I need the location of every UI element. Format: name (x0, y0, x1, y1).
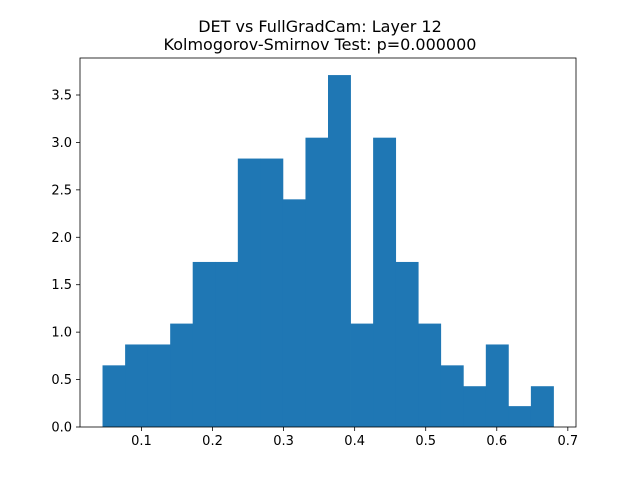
histogram-bar-10 (305, 137, 329, 427)
bars-layer (102, 75, 554, 428)
chart-subtitle: Kolmogorov-Smirnov Test: p=0.000000 (164, 35, 477, 54)
y-tick-label: 1.0 (51, 326, 72, 341)
histogram-bar-14 (395, 261, 419, 427)
y-tick-label: 2.5 (51, 183, 72, 198)
histogram-bar-5 (192, 261, 216, 427)
histogram-bar-17 (463, 386, 487, 427)
x-tick-label: 0.1 (131, 434, 152, 449)
histogram-bar-18 (485, 344, 509, 427)
x-tick-label: 0.7 (557, 434, 578, 449)
x-tick-label: 0.6 (486, 434, 507, 449)
y-tick-label: 1.5 (51, 278, 72, 293)
histogram-bar-2 (125, 344, 149, 427)
histogram-bar-20 (530, 386, 554, 427)
histogram-bar-12 (350, 323, 374, 427)
histogram-bar-9 (282, 199, 306, 427)
y-tick-label: 0.5 (51, 373, 72, 388)
histogram-bar-8 (260, 158, 284, 428)
y-tick-label: 2.0 (51, 231, 72, 246)
histogram-bar-13 (373, 137, 397, 427)
histogram-bar-7 (237, 158, 261, 428)
y-tick-label: 3.0 (51, 136, 72, 151)
histogram-bar-16 (440, 365, 464, 427)
chart-title: DET vs FullGradCam: Layer 12 (198, 17, 442, 36)
axes-layer: 0.1 0.2 0.3 0.4 0.5 0.6 0.7 0.0 0.5 1.0 1.5 2.0 2.5 3… (51, 57, 578, 449)
y-tick-label: 3.5 (51, 88, 72, 103)
x-tick-label: 0.4 (344, 434, 365, 449)
histogram-bar-6 (215, 261, 239, 427)
histogram-bar-15 (418, 323, 442, 427)
histogram-bar-4 (170, 323, 194, 427)
x-tick-label: 0.3 (273, 434, 294, 449)
x-tick-label: 0.2 (202, 434, 223, 449)
x-tick-label: 0.5 (415, 434, 436, 449)
y-tick-label: 0.0 (51, 421, 72, 436)
histogram-bar-19 (508, 406, 532, 427)
histogram-bar-1 (102, 365, 126, 427)
histogram-bar-11 (328, 75, 351, 427)
plot-frame (79, 57, 577, 428)
histogram-bar-3 (147, 344, 171, 427)
